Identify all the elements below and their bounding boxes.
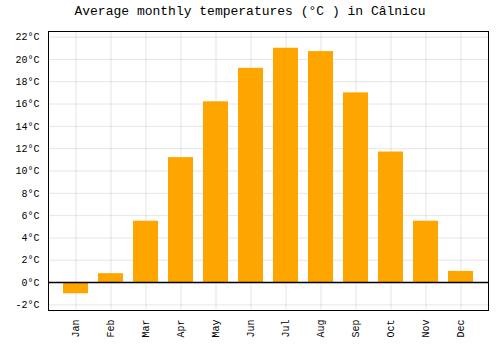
svg-text:2°C: 2°C — [21, 255, 39, 266]
svg-text:20°C: 20°C — [15, 55, 39, 66]
svg-text:0°C: 0°C — [21, 278, 39, 289]
svg-text:18°C: 18°C — [15, 77, 39, 88]
svg-text:10°C: 10°C — [15, 166, 39, 177]
svg-text:4°C: 4°C — [21, 233, 39, 244]
svg-text:Mar: Mar — [141, 320, 152, 338]
svg-text:-2°C: -2°C — [15, 300, 39, 311]
svg-text:14°C: 14°C — [15, 122, 39, 133]
svg-text:Jan: Jan — [71, 320, 82, 338]
svg-text:6°C: 6°C — [21, 211, 39, 222]
svg-text:Oct: Oct — [386, 320, 397, 338]
html-text:Average monthly temperatures (: Average monthly temperatures (°C ) in Câ… — [74, 4, 426, 19]
svg-text:Dec: Dec — [456, 320, 467, 338]
svg-text:Aug: Aug — [316, 320, 327, 338]
svg-text:Jun: Jun — [246, 320, 257, 338]
svg-text:Apr: Apr — [176, 320, 187, 338]
svg-text:Sep: Sep — [351, 320, 362, 338]
svg-text:22°C: 22°C — [15, 32, 39, 43]
svg-text:8°C: 8°C — [21, 189, 39, 200]
svg-text:Feb: Feb — [106, 320, 117, 338]
svg-text:May: May — [211, 320, 222, 338]
svg-text:12°C: 12°C — [15, 144, 39, 155]
svg-text:Jul: Jul — [281, 320, 292, 338]
svg-text:16°C: 16°C — [15, 99, 39, 110]
svg-text:Nov: Nov — [421, 320, 432, 338]
